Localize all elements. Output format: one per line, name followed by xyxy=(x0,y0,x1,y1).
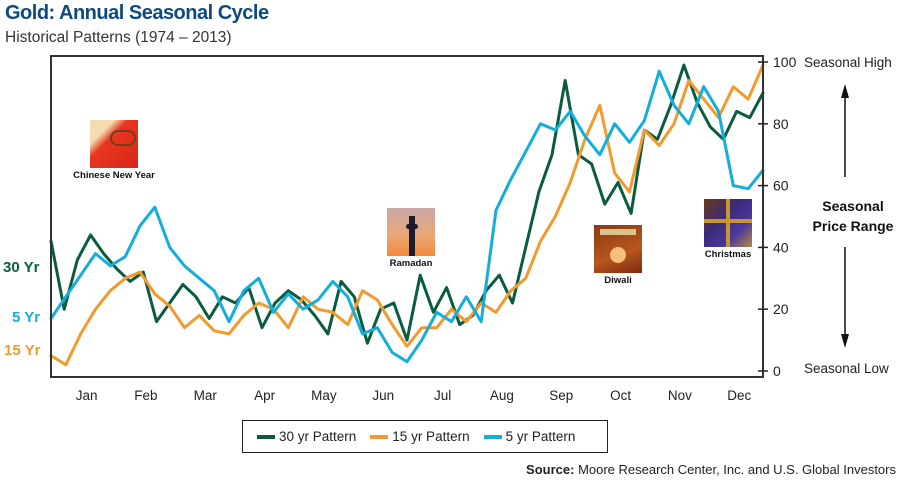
x-tick-label: Sep xyxy=(549,388,573,403)
legend-label: 5 yr Pattern xyxy=(505,429,576,444)
y-tick-label: 100 xyxy=(773,54,797,70)
x-tick-label: Dec xyxy=(727,388,751,403)
event-label: Diwali xyxy=(604,275,632,286)
series-line-15-yr-pattern xyxy=(49,63,765,367)
x-tick-label: Oct xyxy=(610,388,631,403)
christmas-gift-photo-icon xyxy=(704,199,752,247)
ramadan-mosque-photo-icon xyxy=(387,208,435,256)
event-ramadan: Ramadan xyxy=(383,208,439,269)
legend-swatch-30yr xyxy=(257,434,275,439)
x-tick-label: Jun xyxy=(372,388,394,403)
y-tick-label: 40 xyxy=(773,239,789,255)
seasonal-high-label: Seasonal High xyxy=(804,55,892,70)
series-label-5yr: 5 Yr xyxy=(12,309,41,326)
series-label-15yr: 15 Yr xyxy=(4,342,41,359)
x-tick-label: Jan xyxy=(76,388,98,403)
chart-title: Gold: Annual Seasonal Cycle xyxy=(5,2,269,24)
event-chinese-new-year: Chinese New Year xyxy=(66,120,162,181)
source-text: Moore Research Center, Inc. and U.S. Glo… xyxy=(574,462,896,477)
x-tick-label: May xyxy=(311,388,337,403)
legend-swatch-15yr xyxy=(370,434,389,439)
x-tick-label: Aug xyxy=(490,388,514,403)
diwali-lamp-photo-icon xyxy=(594,225,642,273)
x-tick-label: Feb xyxy=(134,388,157,403)
legend-item-15yr: 15 yr Pattern xyxy=(370,429,470,444)
legend-label: 15 yr Pattern xyxy=(392,429,470,444)
plot-frame xyxy=(50,55,764,378)
event-diwali: Diwali xyxy=(590,225,646,286)
event-label: Ramadan xyxy=(389,258,433,269)
range-label-line2: Price Range xyxy=(812,218,894,234)
x-tick-label: Nov xyxy=(668,388,692,403)
event-christmas: Christmas xyxy=(697,199,759,260)
seasonal-price-range-label: Seasonal Price Range xyxy=(808,196,898,236)
y-tick-label: 0 xyxy=(773,363,781,379)
source-note: Source: Moore Research Center, Inc. and … xyxy=(526,462,896,477)
seasonal-high-arrow-icon xyxy=(841,84,849,98)
range-label-line1: Seasonal xyxy=(822,198,884,214)
series-line-30-yr-pattern xyxy=(49,63,765,345)
x-tick-label: Apr xyxy=(254,388,276,403)
legend-label: 30 yr Pattern xyxy=(279,429,357,444)
y-tick-label: 20 xyxy=(773,301,789,317)
source-prefix: Source: xyxy=(526,462,575,477)
chart-subtitle: Historical Patterns (1974 – 2013) xyxy=(5,29,232,46)
series-line-5-yr-pattern xyxy=(49,69,765,364)
seasonal-low-arrow-icon xyxy=(841,334,849,348)
seasonal-low-label: Seasonal Low xyxy=(804,361,889,376)
x-tick-label: Jul xyxy=(434,388,451,403)
legend-item-30yr: 30 yr Pattern xyxy=(257,429,356,444)
y-tick-label: 60 xyxy=(773,178,789,194)
x-tick-label: Mar xyxy=(194,388,218,403)
y-tick-label: 80 xyxy=(773,116,789,132)
series-label-30yr: 30 Yr xyxy=(3,259,40,276)
event-label: Chinese New Year xyxy=(73,170,155,181)
chart-legend: 30 yr Pattern 15 yr Pattern 5 yr Pattern xyxy=(242,420,608,453)
legend-swatch-5yr xyxy=(483,434,502,439)
legend-item-5yr: 5 yr Pattern xyxy=(483,429,576,444)
chinese-new-year-photo-icon xyxy=(90,120,138,168)
event-label: Christmas xyxy=(704,249,752,260)
